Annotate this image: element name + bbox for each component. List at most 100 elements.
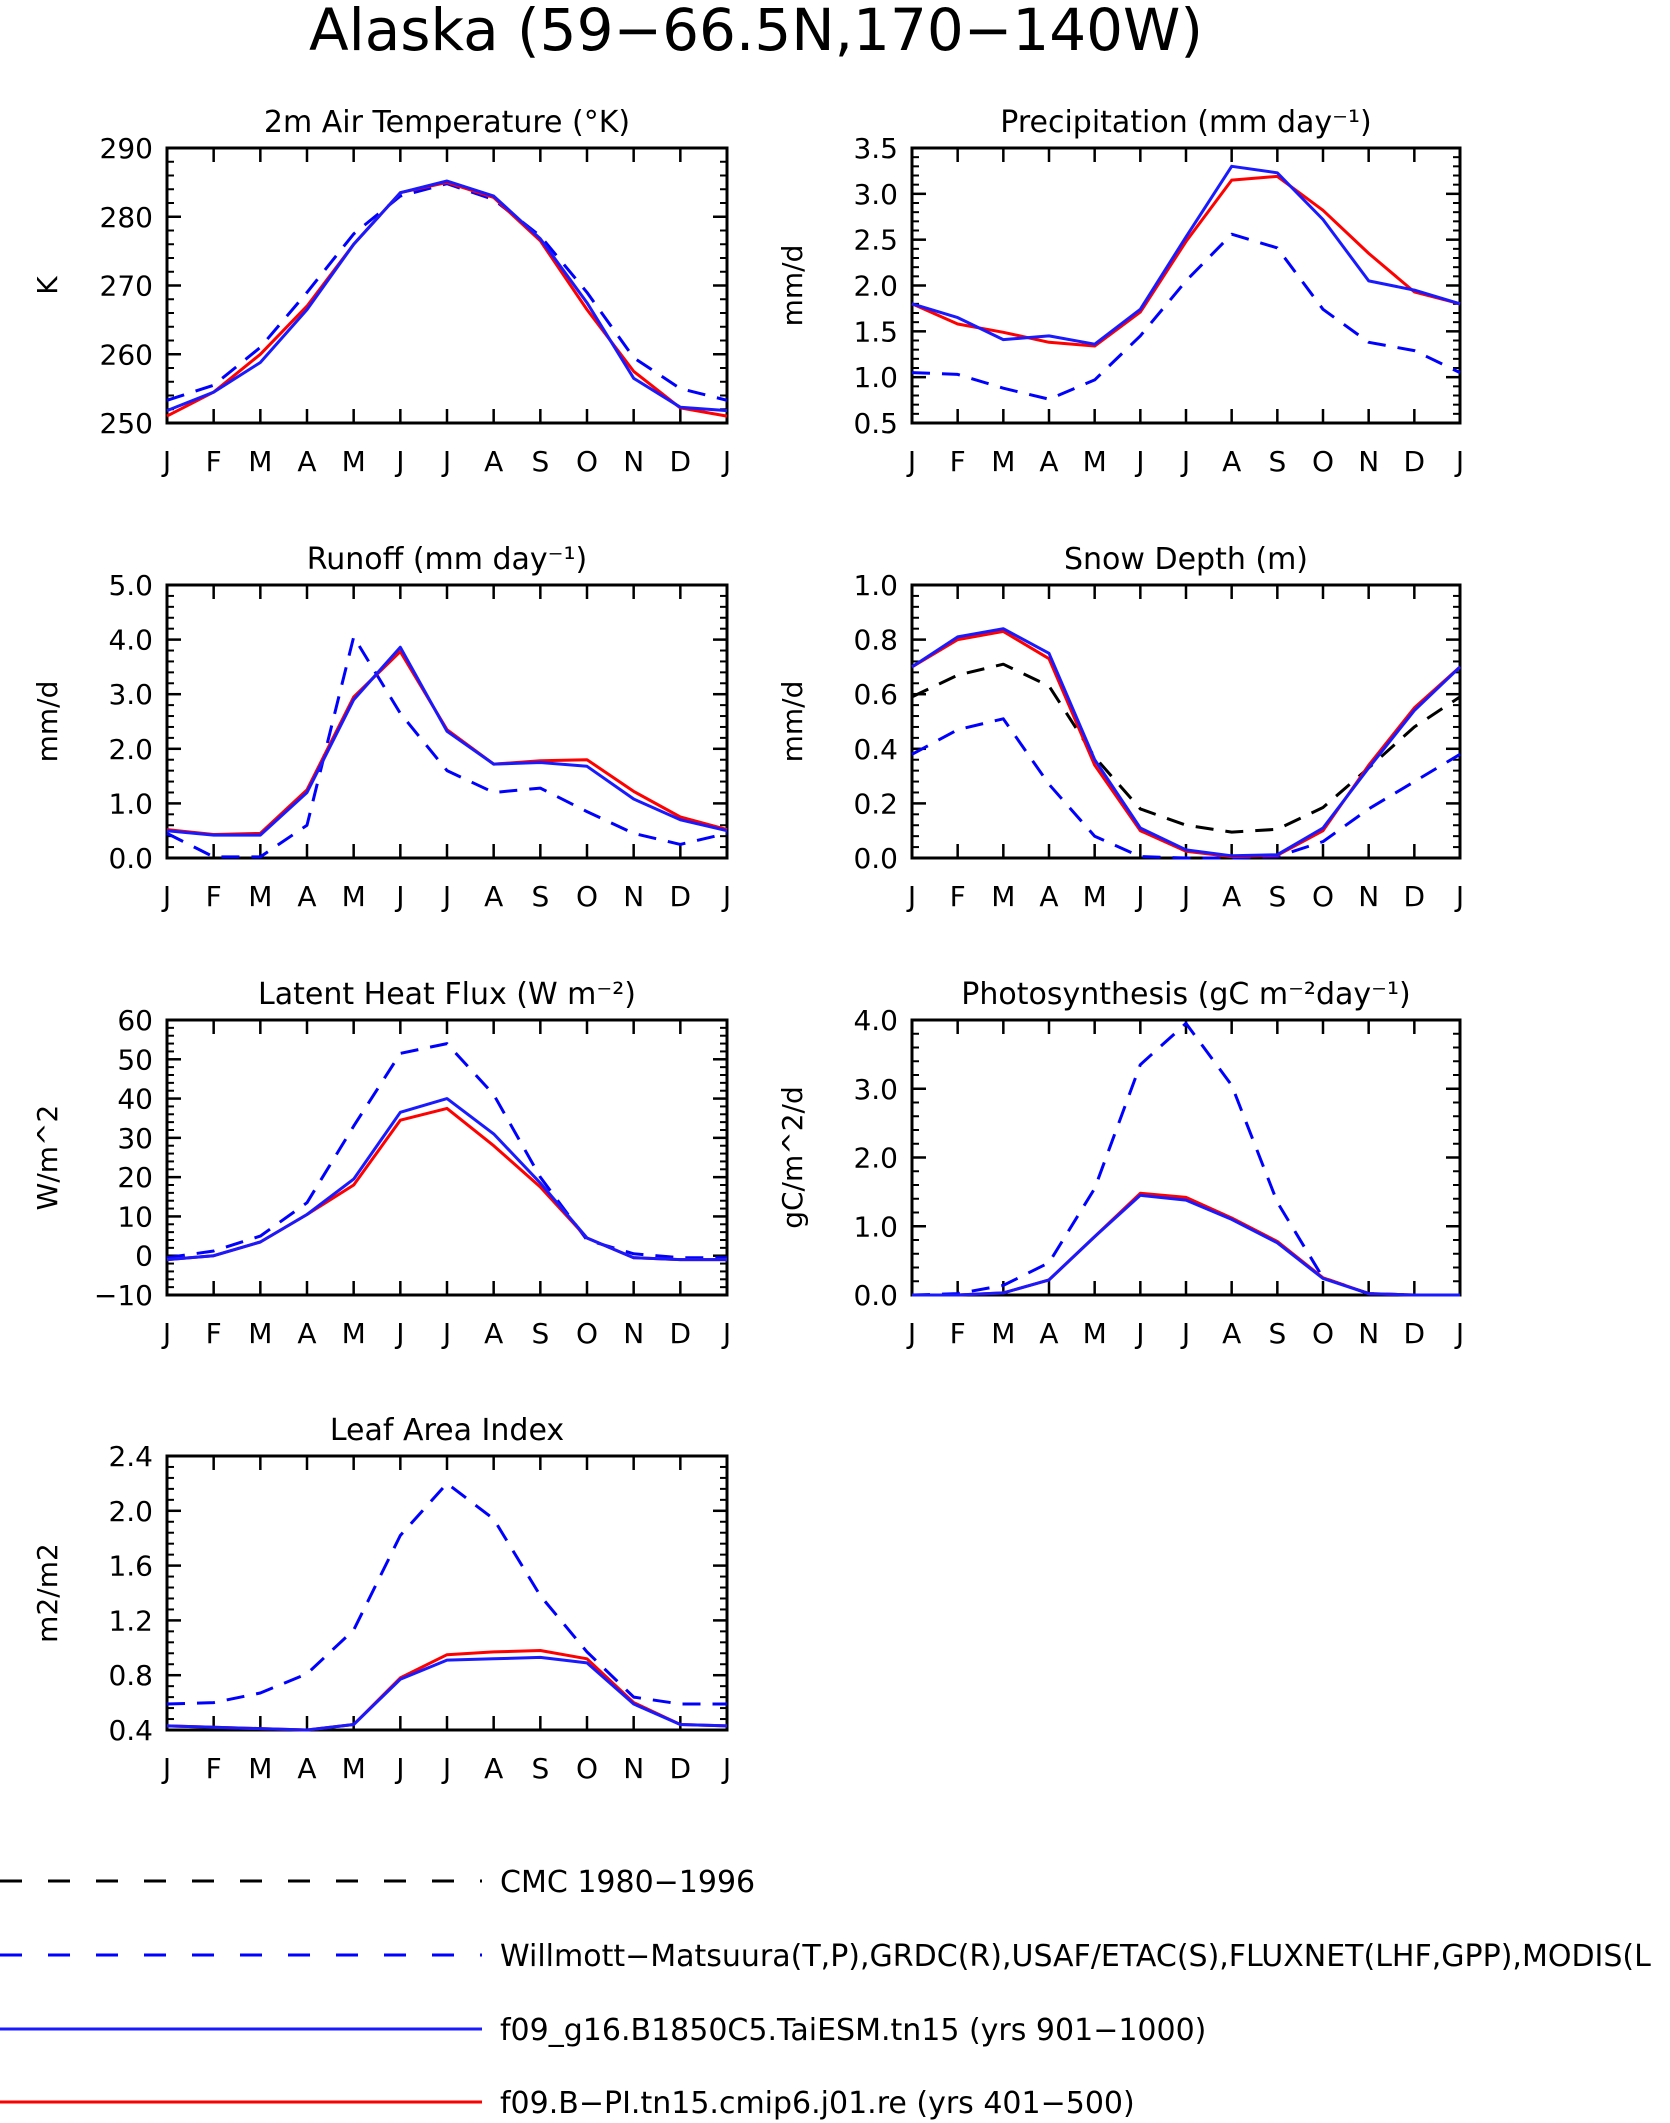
series-line-cmc	[911, 662, 1461, 834]
x-tick-label: F	[950, 1317, 966, 1350]
x-tick-label: A	[297, 880, 316, 913]
x-tick-label: S	[531, 445, 549, 478]
y-tick-label: 2.0	[108, 733, 153, 766]
y-tick-label: 0.0	[853, 842, 898, 875]
x-tick-label: N	[623, 445, 644, 478]
y-tick-label: 0.2	[853, 787, 898, 820]
legend-label-cmc: CMC 1980−1996	[500, 1865, 755, 1900]
series-line-taiesm	[911, 164, 1461, 346]
y-tick-label: 5.0	[108, 569, 153, 602]
x-tick-label: S	[531, 1317, 549, 1350]
y-axis-label: mm/d	[776, 245, 809, 327]
x-tick-label: J	[1454, 445, 1464, 478]
x-tick-label: M	[342, 880, 366, 913]
x-tick-label: O	[576, 1317, 598, 1350]
x-tick-label: J	[1134, 445, 1144, 478]
x-tick-label: A	[1222, 880, 1241, 913]
panel-2: Precipitation (mm day⁻¹) 0.5 1.0 1.5 2.0 2.5 3…	[776, 105, 1464, 478]
x-tick-label: M	[991, 445, 1015, 478]
legend-label-taiesm: f09_g16.B1850C5.TaiESM.tn15 (yrs 901−100…	[500, 2013, 1206, 2048]
y-tick-label: 0.0	[108, 842, 153, 875]
series-line-cmip6	[166, 1106, 727, 1262]
x-tick-label: M	[1083, 1317, 1107, 1350]
axes-frame	[910, 583, 1462, 860]
panel-title: Precipitation (mm day⁻¹)	[1000, 105, 1371, 140]
panel-title: Runoff (mm day⁻¹)	[307, 542, 588, 577]
panel-6: Photosynthesis (gC m⁻²day⁻¹) 0.0 1.0 2.0 3.0…	[776, 977, 1464, 1350]
x-tick-label: J	[1180, 445, 1190, 478]
axes-frame	[910, 1018, 1462, 1297]
panel-title: Snow Depth (m)	[1064, 542, 1308, 577]
y-tick-label: 40	[117, 1083, 153, 1116]
x-tick-label: A	[1222, 1317, 1241, 1350]
x-tick-label: O	[1312, 445, 1334, 478]
x-tick-label: M	[248, 445, 272, 478]
x-tick-label: A	[484, 880, 503, 913]
x-tick-label: M	[248, 880, 272, 913]
x-tick-label: D	[670, 1317, 692, 1350]
x-tick-label: J	[906, 445, 916, 478]
x-tick-label: A	[484, 1752, 503, 1785]
x-tick-label: M	[1083, 445, 1107, 478]
x-tick-label: O	[576, 1752, 598, 1785]
x-tick-label: O	[576, 445, 598, 478]
y-tick-label: 0.4	[853, 733, 898, 766]
x-tick-label: N	[623, 880, 644, 913]
panel-title: Leaf Area Index	[330, 1413, 564, 1448]
x-tick-label: N	[1358, 445, 1379, 478]
x-tick-label: A	[297, 445, 316, 478]
panels: 2m Air Temperature (°K) 250 260 270 280 290 J F…	[31, 105, 1464, 1785]
y-tick-label: 4.0	[853, 1004, 898, 1037]
x-tick-label: D	[1404, 1317, 1426, 1350]
y-tick-label: 1.6	[108, 1550, 153, 1583]
y-tick-label: 270	[100, 270, 153, 303]
x-tick-label: D	[670, 1752, 692, 1785]
y-tick-label: 0	[135, 1240, 153, 1273]
panel-title: 2m Air Temperature (°K)	[264, 105, 630, 140]
y-tick-label: 1.0	[853, 361, 898, 394]
x-tick-label: D	[670, 880, 692, 913]
figure-title: Alaska (59−66.5N,170−140W)	[309, 0, 1203, 64]
x-tick-label: M	[342, 1317, 366, 1350]
y-tick-label: 10	[117, 1200, 153, 1233]
x-tick-label: F	[206, 880, 222, 913]
x-tick-label: A	[1039, 445, 1058, 478]
x-tick-label: M	[342, 445, 366, 478]
y-tick-label: 50	[117, 1043, 153, 1076]
y-tick-label: 1.2	[108, 1604, 153, 1637]
y-axis-label: mm/d	[31, 681, 64, 763]
x-tick-label: F	[206, 445, 222, 478]
y-tick-label: 4.0	[108, 624, 153, 657]
x-tick-label: M	[248, 1317, 272, 1350]
panel-1: 2m Air Temperature (°K) 250 260 270 280 290 J F…	[31, 105, 731, 478]
axes-frame	[165, 1454, 729, 1732]
series-line-taiesm	[166, 1097, 727, 1262]
x-tick-label: O	[576, 880, 598, 913]
x-tick-label: J	[721, 1317, 731, 1350]
x-tick-label: J	[906, 880, 916, 913]
series-line-cmip6	[166, 180, 728, 418]
y-tick-label: 2.5	[853, 224, 898, 257]
x-tick-label: A	[1222, 445, 1241, 478]
legend-label-cmip6: f09.B−PI.tn15.cmip6.j01.re (yrs 401−500)	[500, 2086, 1135, 2121]
y-tick-label: 20	[117, 1161, 153, 1194]
y-tick-label: 2.0	[108, 1495, 153, 1528]
x-tick-label: N	[1358, 880, 1379, 913]
y-axis-label: K	[31, 276, 64, 295]
x-tick-label: A	[1039, 1317, 1058, 1350]
legend-label-obs: Willmott−Matsuura(T,P),GRDC(R),USAF/ETAC…	[500, 1939, 1651, 1974]
panel-4: Snow Depth (m)0.00.20.40.60.81.0J F M A M J J A…	[776, 542, 1464, 913]
x-tick-label: J	[1134, 1317, 1144, 1350]
x-tick-label: S	[531, 880, 549, 913]
y-axis-label: W/m^2	[31, 1105, 64, 1211]
x-tick-label: J	[441, 1752, 451, 1785]
x-tick-label: A	[297, 1317, 316, 1350]
series-line-taiesm	[166, 1655, 728, 1732]
y-tick-label: 280	[100, 201, 153, 234]
x-tick-label: S	[1268, 1317, 1286, 1350]
x-tick-label: J	[394, 1752, 404, 1785]
y-tick-label: 0.5	[853, 407, 898, 440]
x-tick-label: D	[1404, 445, 1426, 478]
y-tick-label: 0.6	[853, 678, 898, 711]
panel-3: Runoff (mm day⁻¹)0.01.02.03.04.05.0J F M A M…	[31, 542, 731, 913]
